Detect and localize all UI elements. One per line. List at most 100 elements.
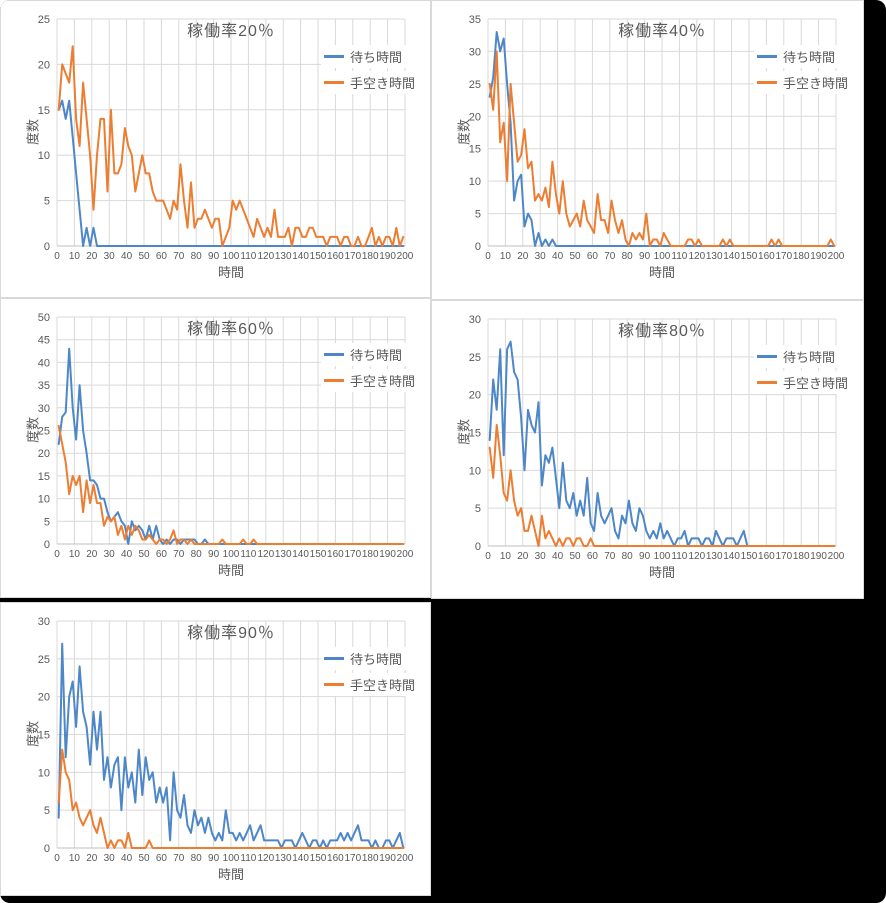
y-tick-label: 30: [469, 46, 481, 58]
idle-time-line-swatch-icon: [323, 379, 344, 382]
x-tick-label: 180: [362, 251, 379, 262]
x-tick-label: 70: [604, 551, 616, 562]
legend-label: 手空き時間: [349, 678, 415, 693]
x-tick-label: 130: [706, 551, 723, 562]
x-tick-label: 10: [69, 853, 81, 864]
x-tick-label: 140: [723, 551, 740, 562]
y-tick-label: 25: [469, 79, 481, 91]
y-tick-label: 5: [475, 209, 481, 221]
x-tick-label: 0: [485, 251, 491, 262]
x-tick-label: 10: [500, 551, 512, 562]
x-tick-label: 190: [810, 251, 827, 262]
x-tick-label: 180: [362, 549, 379, 560]
y-axis-title: 度数: [25, 416, 41, 444]
x-tick-label: 130: [275, 549, 292, 560]
x-tick-label: 80: [191, 251, 203, 262]
x-tick-label: 60: [156, 853, 168, 864]
x-tick-label: 170: [344, 251, 361, 262]
x-axis-title: 時間: [217, 867, 244, 882]
x-tick-label: 0: [54, 251, 60, 262]
x-tick-label: 120: [257, 549, 274, 560]
idle-time-line: [57, 748, 405, 849]
y-tick-label: 5: [44, 196, 50, 208]
x-tick-label: 160: [327, 853, 344, 864]
x-tick-label: 100: [223, 549, 240, 560]
legend: 待ち時間 手空き時間: [320, 647, 418, 699]
x-tick-label: 150: [741, 551, 758, 562]
x-tick-label: 80: [622, 251, 634, 262]
y-tick-label: 0: [44, 241, 50, 253]
legend: 待ち時間 手空き時間: [753, 345, 851, 397]
legend-item-wait-time: 待ち時間: [320, 647, 418, 670]
y-tick-label: 0: [475, 241, 481, 253]
x-tick-label: 40: [121, 251, 133, 262]
x-tick-label: 170: [775, 551, 792, 562]
x-tick-label: 70: [173, 549, 185, 560]
x-tick-label: 20: [86, 853, 98, 864]
idle-time-line-swatch-icon: [756, 81, 777, 84]
x-tick-label: 50: [138, 853, 150, 864]
x-tick-label: 70: [173, 251, 185, 262]
x-tick-label: 70: [604, 251, 616, 262]
x-tick-label: 150: [310, 251, 327, 262]
y-axis-title: 度数: [25, 118, 41, 146]
idle-time-line: [57, 425, 405, 545]
chart-plot-area: 0 10 20 30 40 50 60 70 80 90 100 110 120 130 140 150 160…: [38, 312, 414, 560]
x-tick-label: 150: [741, 251, 758, 262]
legend: 待ち時間 手空き時間: [320, 45, 418, 97]
x-tick-label: 110: [240, 549, 256, 560]
x-tick-label: 50: [138, 251, 150, 262]
chart-title: 稼働率20％: [187, 23, 275, 40]
x-tick-label: 170: [344, 549, 361, 560]
chart-title: 稼働率40％: [618, 23, 706, 40]
legend-label: 待ち時間: [349, 50, 402, 65]
y-tick-label: 5: [44, 516, 50, 528]
y-tick-label: 30: [38, 403, 50, 415]
y-tick-label: 10: [469, 465, 481, 477]
legend-item-wait-time: 待ち時間: [753, 345, 851, 368]
chart-title: 稼働率60％: [187, 321, 275, 338]
legend-item-idle-time: 手空き時間: [753, 71, 851, 94]
y-tick-label: 25: [469, 352, 481, 364]
legend-label: 待ち時間: [349, 652, 402, 667]
legend-label: 待ち時間: [349, 348, 402, 363]
chart-panel-utilization-60: 0 10 20 30 40 50 60 70 80 90 100 110 120 130 140 150 160…: [0, 298, 431, 598]
x-tick-label: 200: [397, 549, 414, 560]
x-tick-label: 100: [654, 551, 671, 562]
chart-panel-utilization-90: 0 10 20 30 40 50 60 70 80 90 100 110 120 130 140 150 160…: [0, 602, 431, 896]
y-tick-label: 15: [38, 730, 50, 742]
y-tick-label: 30: [38, 616, 50, 628]
x-tick-label: 10: [69, 549, 81, 560]
x-tick-label: 100: [654, 251, 671, 262]
y-tick-label: 10: [38, 494, 50, 506]
x-tick-label: 130: [706, 251, 723, 262]
x-tick-label: 60: [587, 251, 599, 262]
y-tick-label: 0: [44, 539, 50, 551]
legend: 待ち時間 手空き時間: [320, 343, 418, 395]
x-tick-label: 170: [775, 251, 792, 262]
y-axis-title: 度数: [456, 118, 472, 146]
x-tick-label: 130: [275, 251, 292, 262]
legend-item-idle-time: 手空き時間: [753, 371, 851, 394]
y-tick-label: 25: [38, 14, 50, 26]
x-tick-label: 140: [292, 549, 309, 560]
legend-item-idle-time: 手空き時間: [320, 71, 418, 94]
y-tick-label: 30: [469, 314, 481, 326]
x-tick-label: 110: [671, 251, 687, 262]
wait-time-line-swatch-icon: [323, 657, 344, 660]
legend-item-idle-time: 手空き時間: [320, 673, 418, 696]
idle-time-line: [488, 50, 836, 247]
x-tick-label: 40: [552, 551, 564, 562]
x-tick-label: 0: [54, 549, 60, 560]
y-tick-label: 10: [38, 767, 50, 779]
x-tick-label: 90: [639, 251, 651, 262]
y-tick-label: 20: [38, 692, 50, 704]
x-tick-label: 60: [587, 551, 599, 562]
y-tick-label: 15: [38, 471, 50, 483]
y-tick-label: 20: [469, 390, 481, 402]
chart-title: 稼働率90％: [187, 625, 275, 642]
x-tick-label: 120: [257, 853, 274, 864]
x-tick-label: 150: [310, 549, 327, 560]
x-tick-label: 20: [517, 251, 529, 262]
wait-time-line-swatch-icon: [323, 55, 344, 58]
